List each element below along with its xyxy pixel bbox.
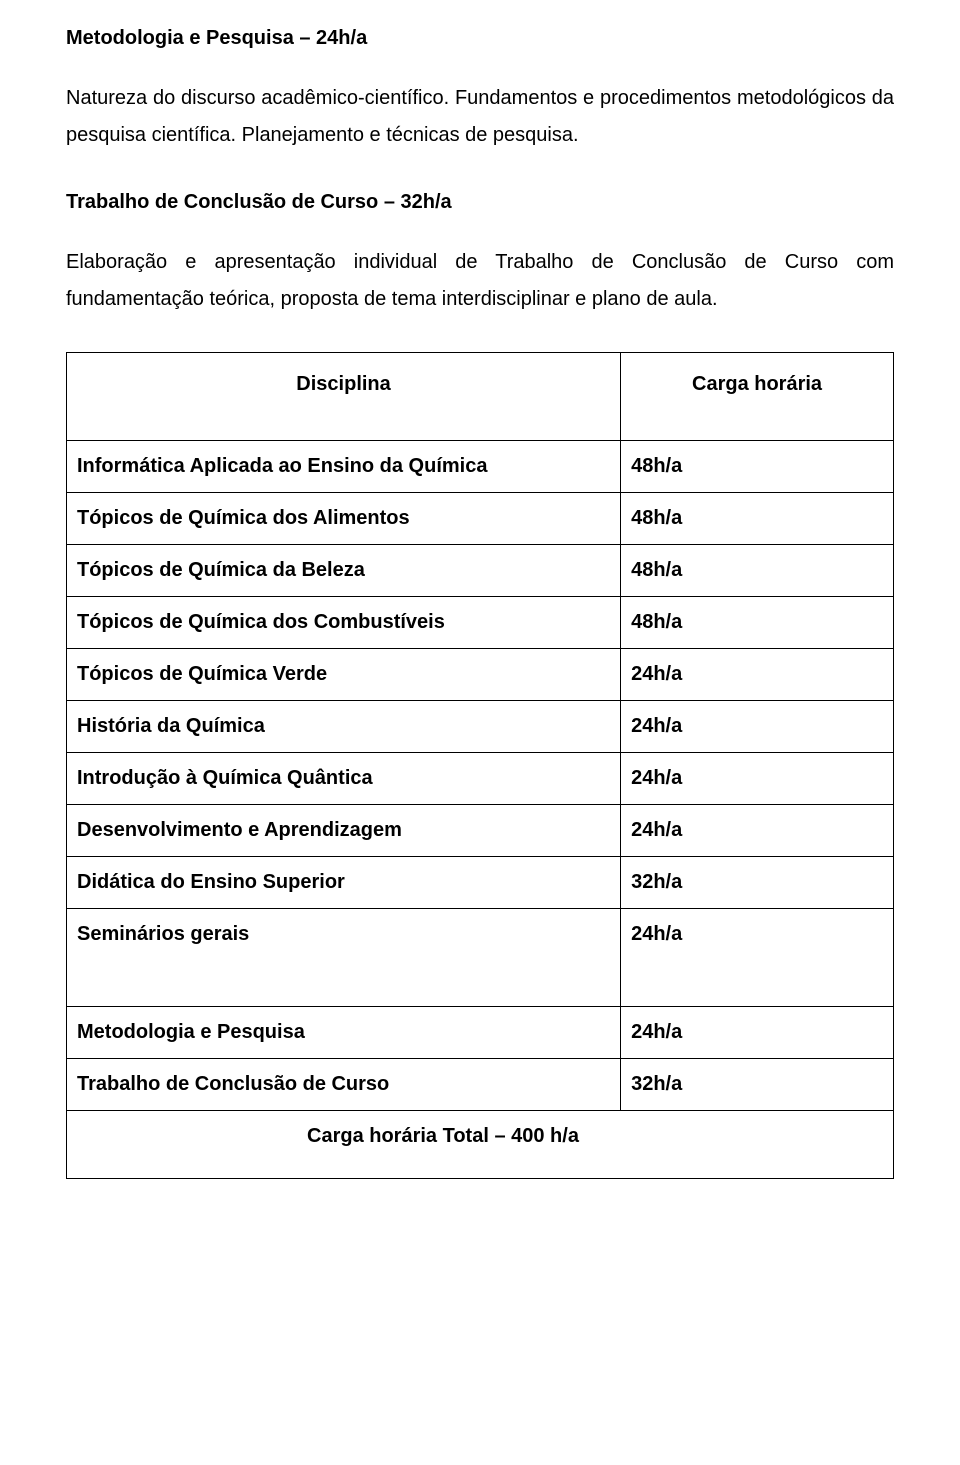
cell-hours: 24h/a <box>621 701 894 753</box>
table-total-row: Carga horária Total – 400 h/a <box>67 1111 894 1179</box>
cell-hours: 48h/a <box>621 545 894 597</box>
cell-hours: 32h/a <box>621 1059 894 1111</box>
table-header: Disciplina Carga horária <box>67 353 894 441</box>
table-row: Tópicos de Química da Beleza48h/a <box>67 545 894 597</box>
cell-hours: 48h/a <box>621 493 894 545</box>
section2-heading: Trabalho de Conclusão de Curso – 32h/a <box>66 188 894 216</box>
table-row: Metodologia e Pesquisa24h/a <box>67 1007 894 1059</box>
cell-total: Carga horária Total – 400 h/a <box>67 1111 894 1179</box>
cell-discipline: Tópicos de Química Verde <box>67 649 621 701</box>
cell-hours: 24h/a <box>621 649 894 701</box>
section2-paragraph: Elaboração e apresentação individual de … <box>66 244 894 318</box>
table-row: Tópicos de Química dos Alimentos48h/a <box>67 493 894 545</box>
cell-hours: 32h/a <box>621 857 894 909</box>
table-body: Informática Aplicada ao Ensino da Químic… <box>67 441 894 1179</box>
cell-discipline: Tópicos de Química dos Alimentos <box>67 493 621 545</box>
cell-hours: 48h/a <box>621 597 894 649</box>
header-hours: Carga horária <box>621 353 894 441</box>
cell-discipline: Desenvolvimento e Aprendizagem <box>67 805 621 857</box>
cell-discipline: Tópicos de Química dos Combustíveis <box>67 597 621 649</box>
disciplines-table: Disciplina Carga horária Informática Apl… <box>66 352 894 1179</box>
cell-hours: 48h/a <box>621 441 894 493</box>
cell-discipline: Introdução à Química Quântica <box>67 753 621 805</box>
table-row: Tópicos de Química dos Combustíveis48h/a <box>67 597 894 649</box>
table-row: Informática Aplicada ao Ensino da Químic… <box>67 441 894 493</box>
section1-paragraph: Natureza do discurso acadêmico-científic… <box>66 80 894 154</box>
table-row: Didática do Ensino Superior32h/a <box>67 857 894 909</box>
table-row: Seminários gerais24h/a <box>67 909 894 1007</box>
header-discipline: Disciplina <box>67 353 621 441</box>
cell-discipline: Trabalho de Conclusão de Curso <box>67 1059 621 1111</box>
cell-discipline: Informática Aplicada ao Ensino da Químic… <box>67 441 621 493</box>
cell-hours: 24h/a <box>621 805 894 857</box>
cell-discipline: Tópicos de Química da Beleza <box>67 545 621 597</box>
table-row: Introdução à Química Quântica24h/a <box>67 753 894 805</box>
table-row: História da Química24h/a <box>67 701 894 753</box>
table-row: Trabalho de Conclusão de Curso32h/a <box>67 1059 894 1111</box>
cell-discipline: Metodologia e Pesquisa <box>67 1007 621 1059</box>
cell-hours: 24h/a <box>621 753 894 805</box>
table-row: Tópicos de Química Verde24h/a <box>67 649 894 701</box>
cell-discipline: Didática do Ensino Superior <box>67 857 621 909</box>
section1-heading: Metodologia e Pesquisa – 24h/a <box>66 24 894 52</box>
cell-hours: 24h/a <box>621 1007 894 1059</box>
cell-hours: 24h/a <box>621 909 894 1007</box>
table-row: Desenvolvimento e Aprendizagem24h/a <box>67 805 894 857</box>
cell-discipline: Seminários gerais <box>67 909 621 1007</box>
document-page: Metodologia e Pesquisa – 24h/a Natureza … <box>0 0 960 1465</box>
cell-discipline: História da Química <box>67 701 621 753</box>
